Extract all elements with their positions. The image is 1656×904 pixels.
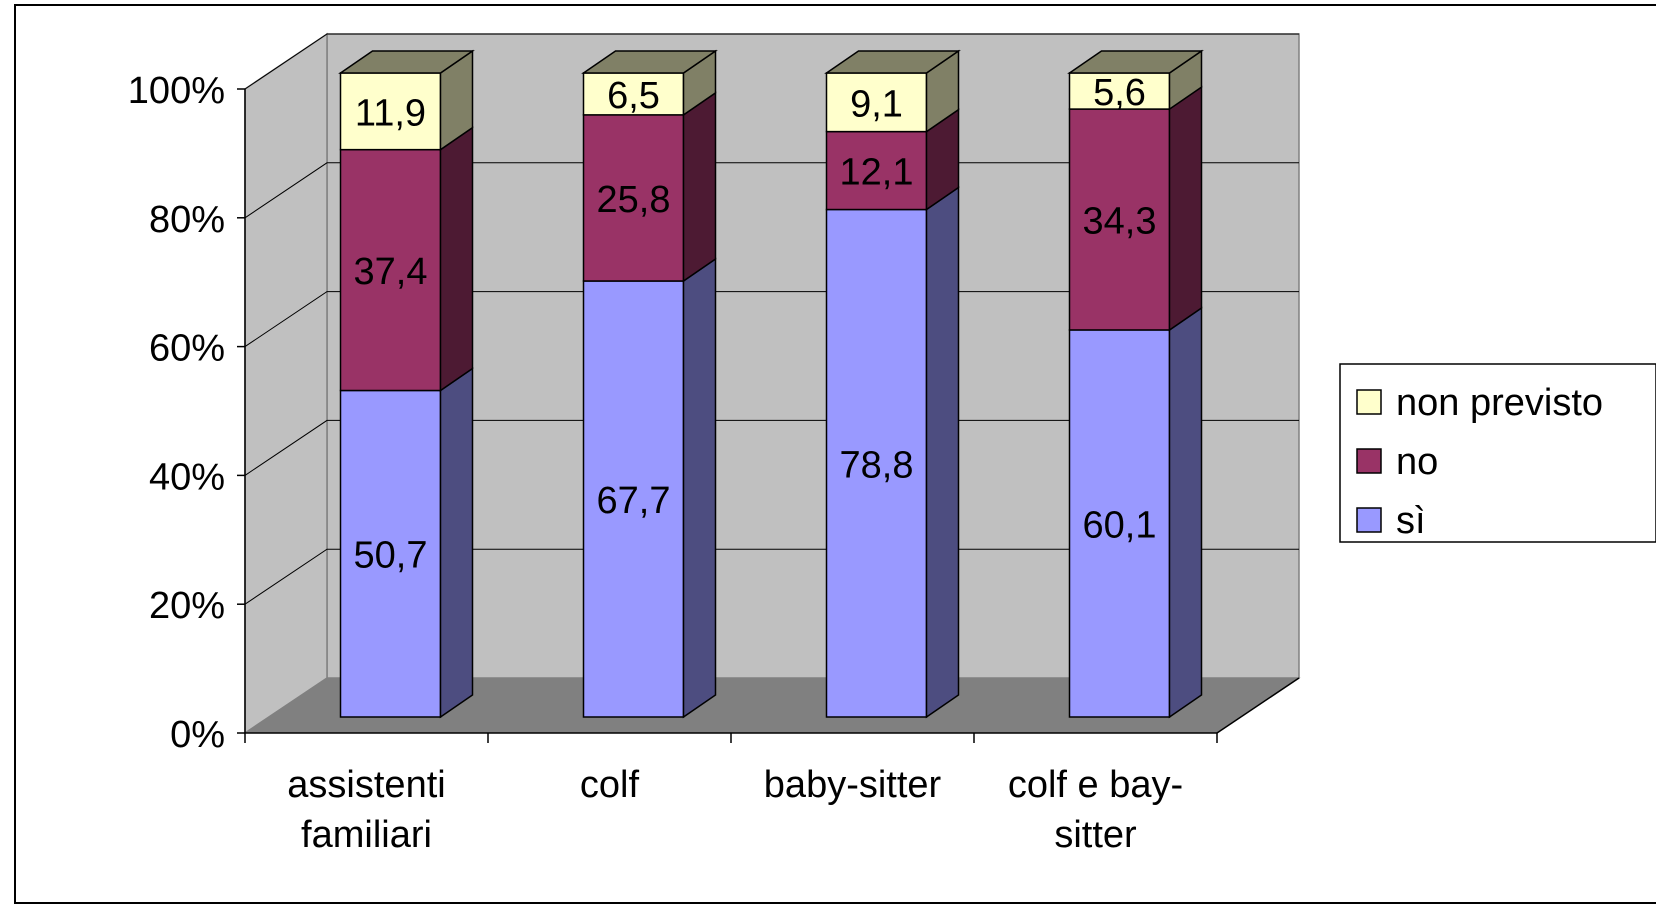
bar-s-3	[1068, 329, 1171, 718]
y-tick-label: 80%	[149, 199, 225, 241]
legend: non previsto no sì	[1339, 363, 1656, 543]
bar-nonprevisto-0-top	[338, 50, 475, 74]
x-tick-label-line: baby-sitter	[764, 764, 942, 806]
legend-label: non previsto	[1396, 382, 1603, 424]
legend-label: sì	[1396, 500, 1426, 542]
bar-no-0-side	[439, 126, 474, 392]
data-label: 37,4	[354, 251, 428, 293]
y-tick-label: 40%	[149, 456, 225, 498]
data-label: 5,6	[1093, 72, 1146, 114]
legend-box	[1339, 363, 1656, 543]
bar-s-1-side	[682, 257, 717, 719]
data-label: 78,8	[840, 444, 914, 486]
bar-s-2-side	[925, 186, 960, 719]
x-tick-label-line: familiari	[301, 814, 432, 856]
bar-s-2	[825, 208, 928, 718]
data-label: 60,1	[1083, 504, 1157, 546]
x-tick-label: colf e bay-sitter	[1008, 764, 1183, 856]
legend-swatch	[1356, 448, 1382, 474]
x-tick-label: colf	[580, 764, 640, 806]
gridlines	[244, 33, 1299, 605]
bar-nonprevisto-3-top	[1067, 50, 1204, 74]
axes: 0% 20% 40% 60% 80% 100% assistenti familiari col…	[128, 70, 1300, 856]
data-label: 25,8	[597, 179, 671, 221]
bar-no-1-side	[682, 91, 717, 283]
x-tick-label-line: colf e bay-	[1008, 764, 1183, 806]
bar-no-0	[339, 148, 442, 392]
bar-nonprevisto-0	[339, 72, 442, 151]
gridline	[244, 548, 1299, 605]
legend-swatch	[1356, 507, 1382, 533]
data-label: 34,3	[1083, 201, 1157, 243]
x-tick-label: assistenti familiari	[287, 764, 445, 856]
legend-swatch	[1356, 389, 1382, 415]
y-tick-label: 20%	[149, 585, 225, 627]
y-tick-label: 60%	[149, 328, 225, 370]
bar-s-0	[339, 389, 442, 718]
x-tick-label-line: colf	[580, 764, 640, 806]
data-label: 6,5	[607, 75, 660, 117]
x-tick-label-line: assistenti	[287, 764, 445, 806]
gridline	[244, 419, 1299, 476]
bar-no-2	[825, 130, 928, 211]
gridline	[244, 291, 1299, 348]
gridline	[244, 33, 1299, 90]
data-label: 12,1	[840, 152, 914, 194]
gridline	[244, 162, 1299, 219]
y-tick-label: 0%	[170, 714, 225, 756]
data-label: 67,7	[597, 480, 671, 522]
bar-no-1	[582, 114, 685, 282]
x-tick-label: baby-sitter	[764, 764, 942, 806]
x-axis-depth-line	[1216, 677, 1300, 734]
bar-nonprevisto-2-top	[824, 50, 961, 74]
bars: 50,7 37,4 11,9 67,7 25,8 6,5 78,8 12,1 9,1 60,1 34…	[338, 49, 1204, 719]
data-label: 50,7	[354, 535, 428, 577]
bar-nonprevisto-3	[1068, 72, 1171, 110]
bar-s-3-side	[1168, 306, 1203, 719]
data-label: 11,9	[355, 92, 426, 134]
bar-s-0-side	[439, 367, 474, 719]
bar-no-3-side	[1168, 85, 1203, 332]
x-tick-label-line: sitter	[1054, 814, 1137, 856]
data-label: 9,1	[850, 83, 903, 125]
legend-label: no	[1396, 441, 1438, 483]
bar-nonprevisto-1-top	[581, 50, 718, 74]
y-tick-label: 100%	[128, 70, 225, 112]
side-wall	[244, 32, 328, 735]
bar-nonprevisto-2	[825, 72, 928, 133]
